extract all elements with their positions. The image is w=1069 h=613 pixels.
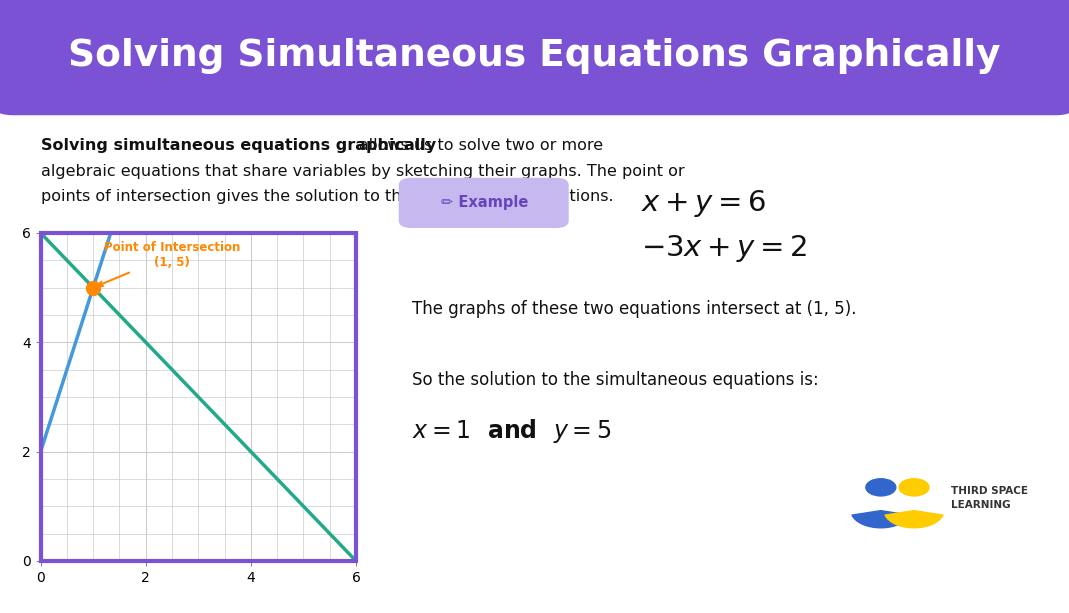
Text: points of intersection gives the solution to the simultaneous equations.: points of intersection gives the solutio… — [41, 189, 614, 204]
Text: Point of Intersection
(1, 5): Point of Intersection (1, 5) — [98, 241, 241, 286]
Text: Solving simultaneous equations graphically: Solving simultaneous equations graphical… — [41, 138, 436, 153]
FancyBboxPatch shape — [0, 0, 1069, 115]
Text: allows us to solve two or more: allows us to solve two or more — [41, 138, 603, 153]
Text: $-3x + y = 2$: $-3x + y = 2$ — [641, 233, 808, 264]
Text: algebraic equations that share variables by sketching their graphs. The point or: algebraic equations that share variables… — [41, 164, 684, 178]
Bar — [41, 233, 356, 561]
Text: The graphs of these two equations intersect at (1, 5).: The graphs of these two equations inters… — [412, 300, 856, 318]
Text: $x + y = 6$: $x + y = 6$ — [641, 188, 766, 219]
Text: So the solution to the simultaneous equations is:: So the solution to the simultaneous equa… — [412, 371, 818, 389]
Text: THIRD SPACE
LEARNING: THIRD SPACE LEARNING — [951, 486, 1028, 511]
Wedge shape — [885, 511, 943, 528]
Text: Solving Simultaneous Equations Graphically: Solving Simultaneous Equations Graphical… — [68, 39, 1001, 74]
Circle shape — [899, 479, 929, 496]
Wedge shape — [852, 511, 910, 528]
Text: ✏ Example: ✏ Example — [440, 196, 528, 210]
Text: $x = 1$  and  $y = 5$: $x = 1$ and $y = 5$ — [412, 417, 610, 445]
FancyBboxPatch shape — [399, 178, 569, 228]
Circle shape — [866, 479, 896, 496]
